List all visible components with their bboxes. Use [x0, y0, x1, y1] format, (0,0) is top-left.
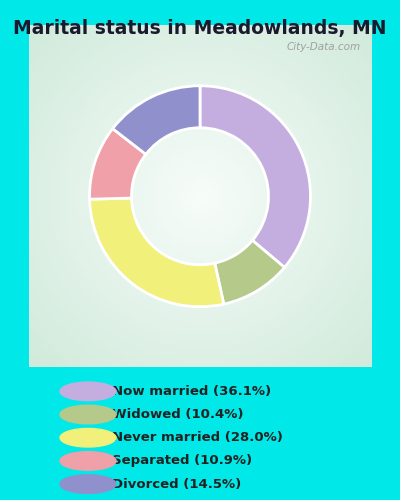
Wedge shape: [113, 86, 200, 154]
Circle shape: [60, 428, 116, 447]
Wedge shape: [215, 240, 284, 304]
Circle shape: [60, 452, 116, 470]
Circle shape: [60, 406, 116, 424]
Text: Widowed (10.4%): Widowed (10.4%): [112, 408, 244, 421]
Wedge shape: [90, 128, 146, 199]
Wedge shape: [200, 86, 310, 268]
Text: Marital status in Meadowlands, MN: Marital status in Meadowlands, MN: [13, 19, 387, 38]
Wedge shape: [90, 198, 224, 306]
Text: Never married (28.0%): Never married (28.0%): [112, 431, 283, 444]
Circle shape: [60, 382, 116, 400]
Text: City-Data.com: City-Data.com: [287, 42, 361, 52]
Circle shape: [60, 475, 116, 494]
Text: Now married (36.1%): Now married (36.1%): [112, 385, 271, 398]
Text: Separated (10.9%): Separated (10.9%): [112, 454, 252, 468]
Text: Divorced (14.5%): Divorced (14.5%): [112, 478, 241, 490]
